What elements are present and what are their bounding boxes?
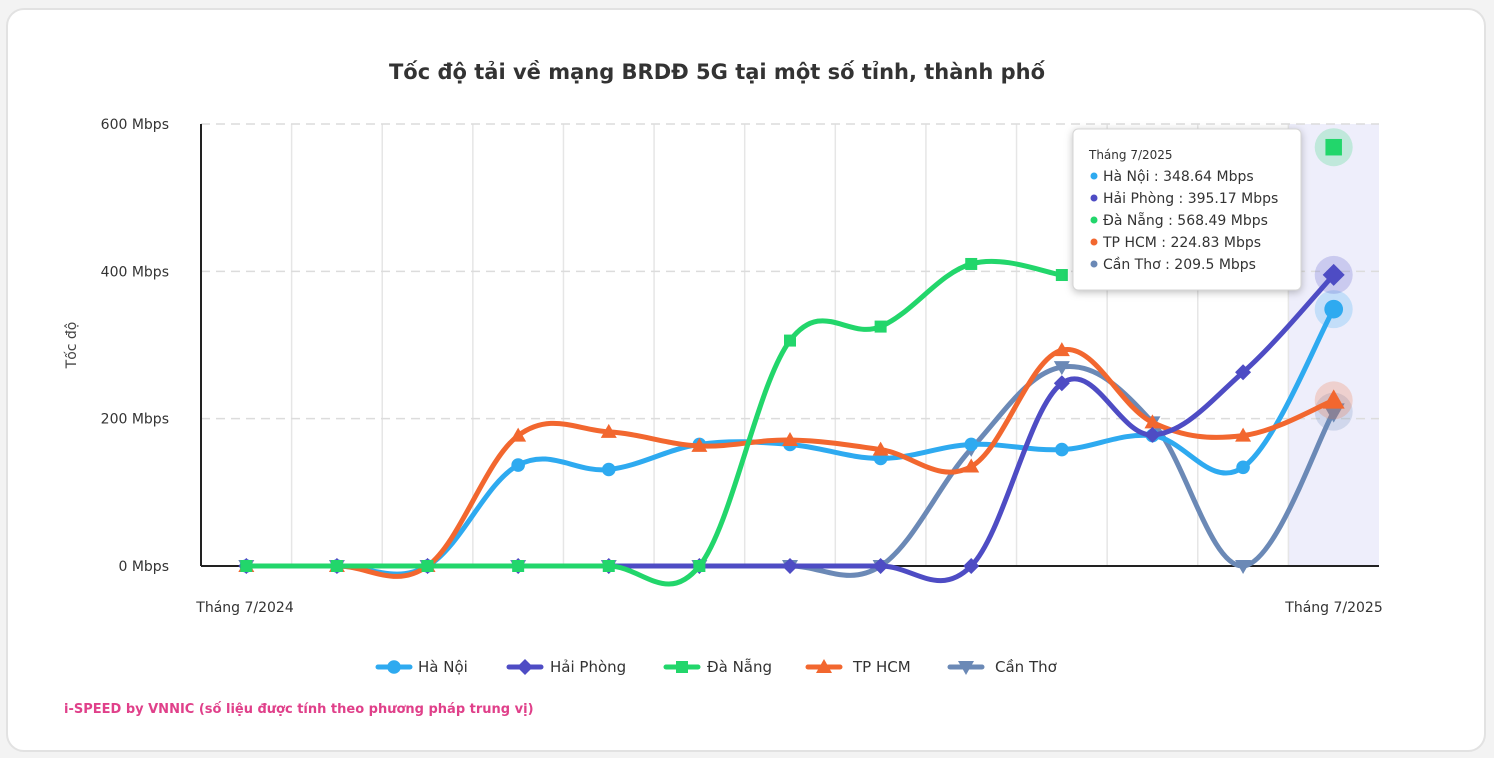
data-point [600,423,617,438]
data-point [691,437,708,452]
series-line [243,347,1337,579]
data-point [512,560,525,572]
data-point [421,560,434,572]
legend-item[interactable]: Cần Thơ [947,658,1058,676]
y-axis-title: Tốc độ [63,322,80,370]
legend-item[interactable]: TP HCM [805,658,911,676]
tooltip-box [1072,128,1302,291]
legend-marker [387,660,401,674]
data-point [1235,364,1252,381]
x-axis-labels: Tháng 7/2024 Tháng 7/2025 [195,600,1382,616]
series-2 [240,128,1353,587]
legend-label: Cần Thơ [995,658,1058,676]
legend-marker [958,661,974,675]
y-tick-label: 400 Mbps [101,264,169,280]
tooltip-dot [1090,238,1098,246]
y-tick-label: 0 Mbps [118,559,169,575]
legend: Hà Nội Hải Phòng Đà Nẵng TP HCM Cần Thơ [375,658,1058,676]
data-point-highlight [1325,138,1342,156]
data-point [330,560,343,572]
tooltip-dot [1090,172,1098,180]
data-point-highlight [1322,263,1345,286]
series-1 [238,255,1353,584]
data-point [601,462,616,477]
legend-item[interactable]: Hải Phòng [506,658,626,676]
data-point [1144,426,1161,443]
data-point [1236,460,1250,475]
x-tick-label: Tháng 7/2024 [195,600,294,616]
series-line [243,258,1065,587]
legend-marker [816,659,832,673]
legend-marker [517,659,533,675]
data-point [782,558,798,574]
highlight-band [1288,124,1379,566]
y-tick-label: 200 Mbps [101,412,169,428]
tooltip-row: Đà Nẵng : 568.49 Mbps [1103,212,1268,229]
series-line [243,364,1337,578]
data-point [872,558,889,574]
y-tick-label: 600 Mbps [101,117,169,133]
legend-item[interactable]: Đà Nẵng [663,658,772,676]
tooltip-dot [1090,194,1098,202]
series-3 [238,342,1353,579]
series-group [238,128,1353,587]
legend-marker [676,661,688,673]
data-point [602,560,615,572]
legend-label: Hải Phòng [550,658,626,676]
tooltip: Tháng 7/2025 Hà Nội : 348.64 Mbps Hải Phòn… [1072,128,1302,291]
data-point [963,558,980,574]
legend-label: Đà Nẵng [707,658,772,676]
tooltip-row: Hà Nội : 348.64 Mbps [1103,169,1254,185]
tooltip-dot [1090,260,1098,268]
series-4 [238,361,1353,578]
data-point [1053,361,1070,376]
tooltip-row: TP HCM : 224.83 Mbps [1102,235,1261,251]
data-point [963,458,980,473]
data-point-highlight [1324,299,1344,319]
tooltip-header: Tháng 7/2025 [1088,148,1173,162]
data-point [1144,414,1161,429]
grid [200,123,1379,567]
data-point [1235,560,1252,574]
data-point [511,458,525,472]
data-point [784,334,796,347]
footer-credit: i-SPEED by VNNIC (số liệu được tính theo… [64,702,534,717]
x-tick-label: Tháng 7/2025 [1284,600,1382,616]
legend-label: Hà Nội [418,658,468,676]
data-point [874,320,887,333]
y-axis-ticks: 0 Mbps 200 Mbps 400 Mbps 600 Mbps [101,117,169,575]
data-point [964,437,979,452]
chart-title: Tốc độ tải về mạng BRDĐ 5G tại một số tỉ… [389,60,1046,84]
tooltip-dot [1090,216,1098,224]
data-point [693,560,706,572]
legend-item[interactable]: Hà Nội [375,658,468,676]
tooltip-row: Cần Thơ : 209.5 Mbps [1103,257,1256,273]
data-point [510,427,527,442]
data-point [782,432,798,447]
legend-label: TP HCM [852,658,911,676]
tooltip-row: Hải Phòng : 395.17 Mbps [1103,191,1278,207]
data-point [965,257,978,270]
data-point-highlight [1322,389,1345,409]
data-point [872,441,889,456]
data-point [1055,442,1069,457]
data-point [1053,375,1070,392]
data-point [240,560,253,572]
data-point [1055,269,1068,282]
data-point [1053,342,1070,357]
data-point [1235,427,1252,442]
